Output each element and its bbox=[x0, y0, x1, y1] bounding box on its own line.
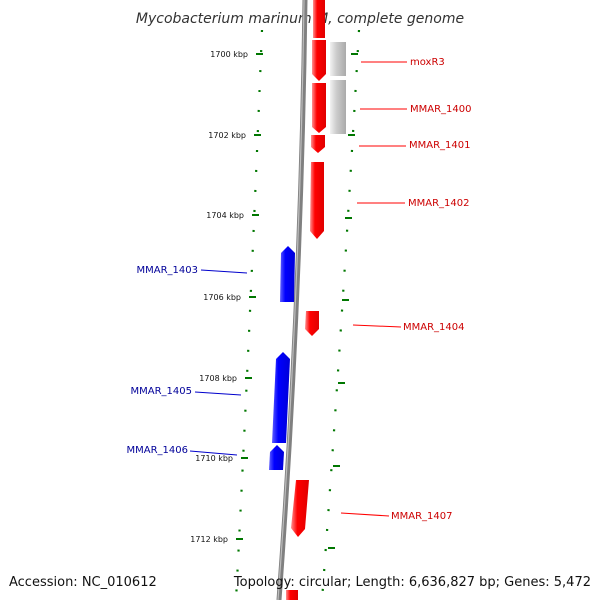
gene-MMAR_1405[interactable] bbox=[272, 352, 290, 443]
kbp-tick-label: 1704 kbp bbox=[206, 211, 244, 220]
gene-label-MMAR_1407[interactable]: MMAR_1407 bbox=[391, 511, 453, 522]
kbp-tick-label: 1712 kbp bbox=[190, 535, 228, 544]
gene-label-MMAR_1404[interactable]: MMAR_1404 bbox=[403, 322, 465, 333]
feature-edge-bottom bbox=[286, 590, 298, 600]
gene-MMAR_1406[interactable] bbox=[269, 445, 284, 470]
label-callouts bbox=[189, 61, 407, 517]
gene-labels: moxR3 MMAR_1400 MMAR_1401 MMAR_1402 MMAR… bbox=[127, 57, 472, 522]
other-feature bbox=[330, 80, 346, 134]
gene-label-MMAR_1403[interactable]: MMAR_1403 bbox=[137, 265, 199, 276]
kbp-tick: 1704 kbp bbox=[206, 211, 259, 220]
gene-MMAR_1403[interactable] bbox=[280, 246, 295, 302]
gene-MMAR_1400[interactable] bbox=[312, 83, 326, 133]
kbp-tick-label: 1708 kbp bbox=[199, 374, 237, 383]
kbp-ticks: 1700 kbp 1702 kbp 1704 kbp 1706 kbp 1708… bbox=[190, 50, 263, 544]
topology-text: Topology: circular; Length: 6,636,827 bp… bbox=[233, 575, 591, 590]
forward-strand-genes bbox=[291, 40, 326, 537]
gene-MMAR_1402[interactable] bbox=[310, 162, 324, 239]
genome-backbone bbox=[276, 0, 308, 600]
gene-label-MMAR_1401[interactable]: MMAR_1401 bbox=[409, 140, 471, 151]
kbp-tick-label: 1710 kbp bbox=[195, 454, 233, 463]
kbp-tick: 1708 kbp bbox=[199, 374, 252, 383]
gene-label-MMAR_1402[interactable]: MMAR_1402 bbox=[408, 198, 470, 209]
reverse-strand-genes bbox=[269, 246, 295, 470]
feature-edge-top bbox=[313, 0, 325, 38]
kbp-tick: 1710 kbp bbox=[195, 454, 248, 463]
accession-text: Accession: NC_010612 bbox=[9, 575, 157, 590]
gene-MMAR_1407[interactable] bbox=[291, 480, 309, 537]
gene-moxR3[interactable] bbox=[312, 40, 326, 81]
kbp-tick: 1702 kbp bbox=[208, 131, 261, 140]
kbp-tick: 1712 kbp bbox=[190, 535, 243, 544]
gene-label-MMAR_1406[interactable]: MMAR_1406 bbox=[127, 445, 189, 456]
other-feature-track bbox=[330, 42, 346, 134]
kbp-tick-label: 1700 kbp bbox=[210, 50, 248, 59]
gene-label-moxR3[interactable]: moxR3 bbox=[410, 57, 445, 68]
kbp-tick: 1700 kbp bbox=[210, 50, 263, 59]
map-title: Mycobacterium marinum M, complete genome bbox=[136, 11, 464, 27]
gene-MMAR_1404[interactable] bbox=[305, 311, 319, 336]
inner-ruler bbox=[234, 29, 264, 600]
gene-label-MMAR_1405[interactable]: MMAR_1405 bbox=[131, 386, 193, 397]
kbp-tick-label: 1706 kbp bbox=[203, 293, 241, 302]
kbp-tick: 1706 kbp bbox=[203, 293, 256, 302]
gene-label-MMAR_1400[interactable]: MMAR_1400 bbox=[410, 104, 472, 115]
gene-MMAR_1401[interactable] bbox=[311, 135, 325, 153]
kbp-tick-label: 1702 kbp bbox=[208, 131, 246, 140]
other-feature bbox=[330, 42, 346, 76]
outer-ruler-ticks bbox=[328, 53, 358, 549]
